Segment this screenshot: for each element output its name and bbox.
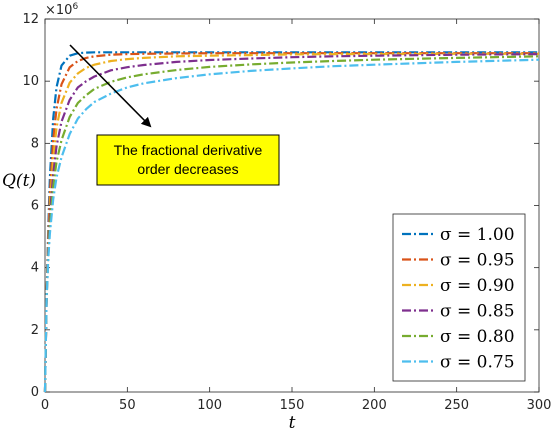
legend: σ = 1.00 σ = 0.95 σ = 0.90 σ = 0.85 σ = 0.80… — [392, 213, 526, 382]
series-line-4 — [43, 53, 540, 393]
annotation-box — [96, 134, 280, 186]
y-multiplier: ×106 — [45, 2, 78, 18]
series-lines — [43, 51, 540, 393]
y-axis-ticks: 0 2 4 6 8 10 12 — [22, 12, 539, 400]
legend-label-1: σ = 1.00 — [440, 225, 515, 245]
x-tick-label: 0 — [41, 398, 49, 413]
annotation: The fractional derivative order decrease… — [96, 134, 280, 186]
legend-label-2: σ = 0.95 — [440, 251, 515, 271]
annotation-line-1: The fractional derivative — [114, 142, 263, 158]
x-tick-label: 250 — [444, 398, 469, 413]
x-tick-label: 50 — [119, 398, 136, 413]
x-axis-ticks: 0 50 100 150 200 250 300 — [41, 19, 552, 413]
legend-label-4: σ = 0.85 — [440, 302, 515, 322]
x-tick-label: 100 — [197, 398, 222, 413]
series-line-5 — [43, 55, 540, 393]
series-line-6 — [43, 58, 540, 393]
annotation-line-2: order decreases — [137, 161, 238, 177]
legend-label-3: σ = 0.90 — [440, 276, 515, 296]
y-axis-label: Q(t) — [2, 171, 36, 191]
legend-label-5: σ = 0.80 — [440, 327, 515, 347]
y-tick-label: 12 — [22, 12, 39, 27]
x-tick-label: 200 — [362, 398, 387, 413]
legend-box — [392, 213, 526, 382]
y-tick-label: 8 — [31, 136, 39, 151]
x-tick-label: 150 — [280, 398, 305, 413]
y-tick-label: 6 — [31, 199, 39, 214]
y-tick-label: 0 — [31, 385, 39, 400]
y-tick-label: 4 — [31, 261, 39, 276]
annotation-arrow — [69, 44, 152, 128]
x-tick-label: 300 — [527, 398, 552, 413]
y-tick-label: 10 — [22, 74, 39, 89]
legend-label-6: σ = 0.75 — [440, 353, 515, 373]
y-tick-label: 2 — [31, 323, 39, 338]
x-axis-label: t — [289, 413, 296, 433]
y-multiplier-exponent: 6 — [72, 2, 78, 12]
